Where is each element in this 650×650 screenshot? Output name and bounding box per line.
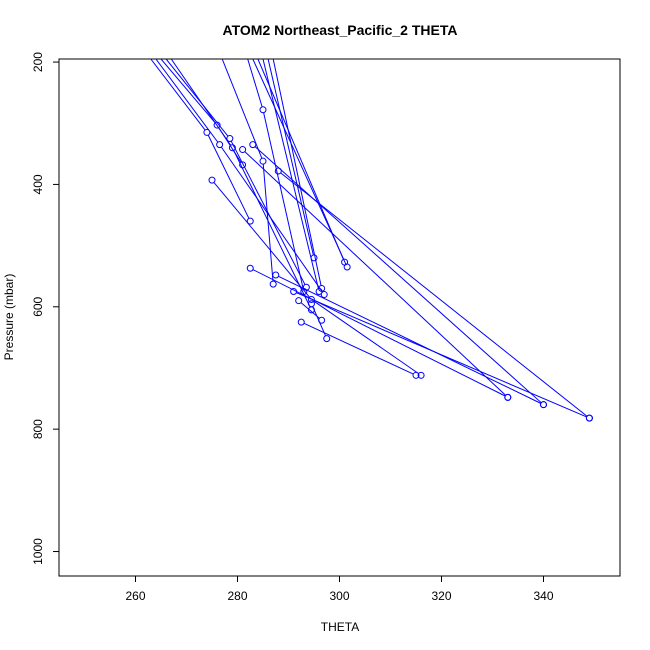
- data-point: [216, 141, 224, 149]
- data-point: [203, 128, 211, 136]
- y-tick-label: 1000: [31, 538, 45, 565]
- y-tick-label: 800: [31, 419, 45, 439]
- series-segment: [303, 322, 414, 375]
- series-segment: [252, 59, 347, 265]
- profile-series: [239, 146, 512, 401]
- data-point: [226, 135, 234, 143]
- profile-series: [165, 59, 310, 291]
- profile-series: [257, 59, 349, 266]
- data-point: [320, 291, 328, 299]
- profile-series: [272, 271, 547, 409]
- x-tick-label: 300: [329, 589, 349, 603]
- chart-title: ATOM2 Northeast_Pacific_2 THETA: [223, 22, 458, 38]
- series-segment: [155, 59, 219, 143]
- series-segment: [262, 164, 274, 282]
- series-segment: [313, 300, 419, 375]
- series-segment: [170, 59, 232, 146]
- data-point: [297, 318, 305, 326]
- series-segment: [160, 59, 216, 124]
- y-tick-label: 400: [31, 174, 45, 194]
- series-segment: [278, 275, 542, 404]
- profile-series: [160, 59, 247, 169]
- data-point: [208, 176, 216, 184]
- y-tick-label: 200: [31, 52, 45, 72]
- profile-series: [297, 318, 420, 379]
- profile-series: [155, 59, 328, 299]
- data-point: [323, 335, 331, 343]
- plot-area: [150, 59, 593, 422]
- series-segment: [280, 172, 588, 417]
- plot-frame: [58, 58, 621, 577]
- data-point: [246, 264, 254, 272]
- data-point: [318, 316, 326, 324]
- y-axis-label: Pressure (mbar): [2, 274, 16, 361]
- data-point: [540, 401, 547, 409]
- profile-series: [252, 59, 351, 271]
- data-point: [417, 371, 425, 379]
- series-segment: [213, 182, 310, 298]
- data-point: [343, 263, 351, 271]
- x-axis: 260 280 300 320 340: [125, 576, 554, 603]
- series-segment: [272, 59, 322, 286]
- series-segment: [267, 59, 314, 256]
- data-point: [259, 157, 267, 165]
- profile-series: [295, 297, 326, 324]
- data-point: [274, 167, 282, 175]
- series-segment: [262, 59, 319, 289]
- data-point: [239, 146, 247, 154]
- profile-series: [274, 167, 593, 422]
- profile-series: [221, 59, 277, 288]
- data-point: [290, 287, 298, 295]
- x-tick-label: 260: [125, 589, 145, 603]
- data-point: [249, 141, 257, 149]
- series-segment: [230, 140, 306, 285]
- data-point: [585, 414, 593, 422]
- profile-series: [150, 59, 254, 225]
- x-axis-label: THETA: [321, 620, 359, 634]
- x-tick-label: 340: [533, 589, 553, 603]
- series-segment: [233, 150, 311, 308]
- data-point: [259, 106, 267, 114]
- data-point: [504, 393, 512, 401]
- x-tick-label: 320: [431, 589, 451, 603]
- y-tick-label: 600: [31, 296, 45, 316]
- series-segment: [252, 269, 506, 397]
- profile-series: [208, 176, 425, 379]
- series-segment: [207, 134, 250, 219]
- x-tick-label: 280: [227, 589, 247, 603]
- data-point: [272, 271, 280, 279]
- data-point: [228, 144, 236, 152]
- data-point: [246, 217, 254, 225]
- profile-series: [246, 264, 512, 401]
- data-point: [307, 295, 315, 303]
- y-axis: 200 400 600 800 1000: [31, 52, 59, 565]
- series-segment: [247, 59, 263, 108]
- series-segment: [300, 302, 320, 319]
- series-segment: [296, 292, 587, 418]
- data-point: [412, 371, 420, 379]
- profile-series: [290, 287, 593, 422]
- series-segment: [254, 146, 542, 404]
- series-segment: [221, 59, 263, 159]
- data-point: [269, 280, 277, 288]
- data-point: [295, 297, 303, 305]
- series-segment: [263, 112, 304, 289]
- series-segment: [244, 151, 506, 396]
- series-segment: [257, 59, 344, 260]
- series-segment: [220, 146, 323, 293]
- data-point: [307, 300, 315, 308]
- series-segment: [150, 59, 206, 131]
- series-segment: [165, 59, 229, 137]
